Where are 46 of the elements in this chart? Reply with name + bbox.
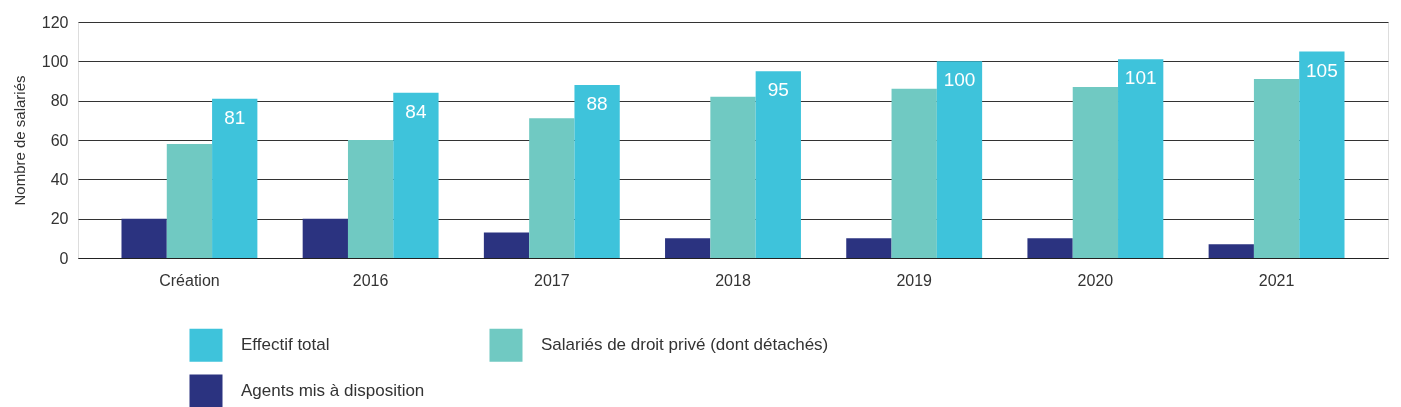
bar <box>302 218 348 258</box>
legend-label: Agents mis à disposition <box>241 381 425 400</box>
x-tick-label: Création <box>159 271 220 289</box>
y-tick-label: 100 <box>41 52 69 70</box>
bar <box>166 143 213 258</box>
bar <box>1253 79 1300 258</box>
data-label: 100 <box>943 69 976 91</box>
bar <box>755 71 801 258</box>
bar <box>212 98 258 258</box>
bar <box>483 232 530 258</box>
bar <box>1118 59 1164 258</box>
bar <box>1027 238 1073 258</box>
bar <box>1072 86 1119 258</box>
bar <box>1299 51 1345 258</box>
bar <box>710 96 756 258</box>
bar <box>936 61 983 258</box>
y-axis-title: Nombre de salariés <box>10 75 28 206</box>
x-tick-label: 2020 <box>1077 271 1114 289</box>
x-tick-label: 2017 <box>534 271 570 289</box>
y-tick-label: 0 <box>59 249 69 267</box>
x-tick-label: 2016 <box>352 271 389 289</box>
y-tick-label: 40 <box>50 170 69 188</box>
y-tick-label: 20 <box>50 210 69 228</box>
bar <box>574 84 620 258</box>
bar <box>846 238 892 258</box>
x-tick-label: 2019 <box>896 271 933 289</box>
bar <box>121 218 167 258</box>
legend-label: Salariés de droit privé (dont détachés) <box>541 335 829 355</box>
data-label: 81 <box>224 106 246 128</box>
bar <box>347 140 394 258</box>
x-tick-label: 2021 <box>1258 271 1295 289</box>
y-tick-label: 60 <box>50 131 69 149</box>
data-label: 95 <box>767 79 789 101</box>
legend-label: Effectif total <box>241 335 330 355</box>
data-label: 88 <box>586 92 608 114</box>
y-tick-label: 120 <box>41 13 69 31</box>
x-tick-label: 2018 <box>715 271 751 289</box>
data-label: 101 <box>1124 67 1157 89</box>
bar <box>1208 244 1254 258</box>
bar <box>665 238 711 258</box>
bar <box>891 88 937 258</box>
bar <box>529 118 575 258</box>
bar <box>393 92 439 258</box>
data-label: 84 <box>405 100 427 122</box>
y-tick-label: 80 <box>50 92 69 110</box>
data-label: 105 <box>1306 59 1338 81</box>
